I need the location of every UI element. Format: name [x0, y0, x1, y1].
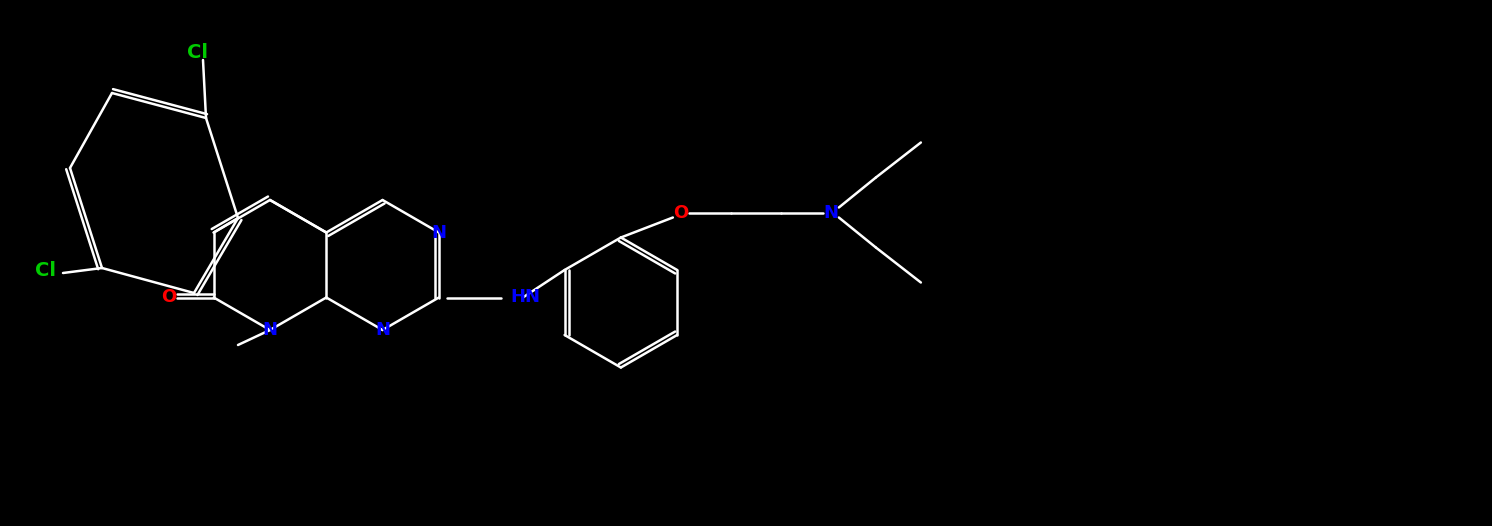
- Text: HN: HN: [510, 288, 542, 307]
- Text: N: N: [263, 321, 278, 339]
- Text: Cl: Cl: [188, 43, 209, 62]
- Text: Cl: Cl: [34, 260, 55, 279]
- Text: N: N: [431, 224, 446, 241]
- Text: N: N: [824, 204, 839, 221]
- Text: O: O: [673, 204, 688, 221]
- Text: N: N: [374, 321, 389, 339]
- Text: O: O: [161, 288, 176, 307]
